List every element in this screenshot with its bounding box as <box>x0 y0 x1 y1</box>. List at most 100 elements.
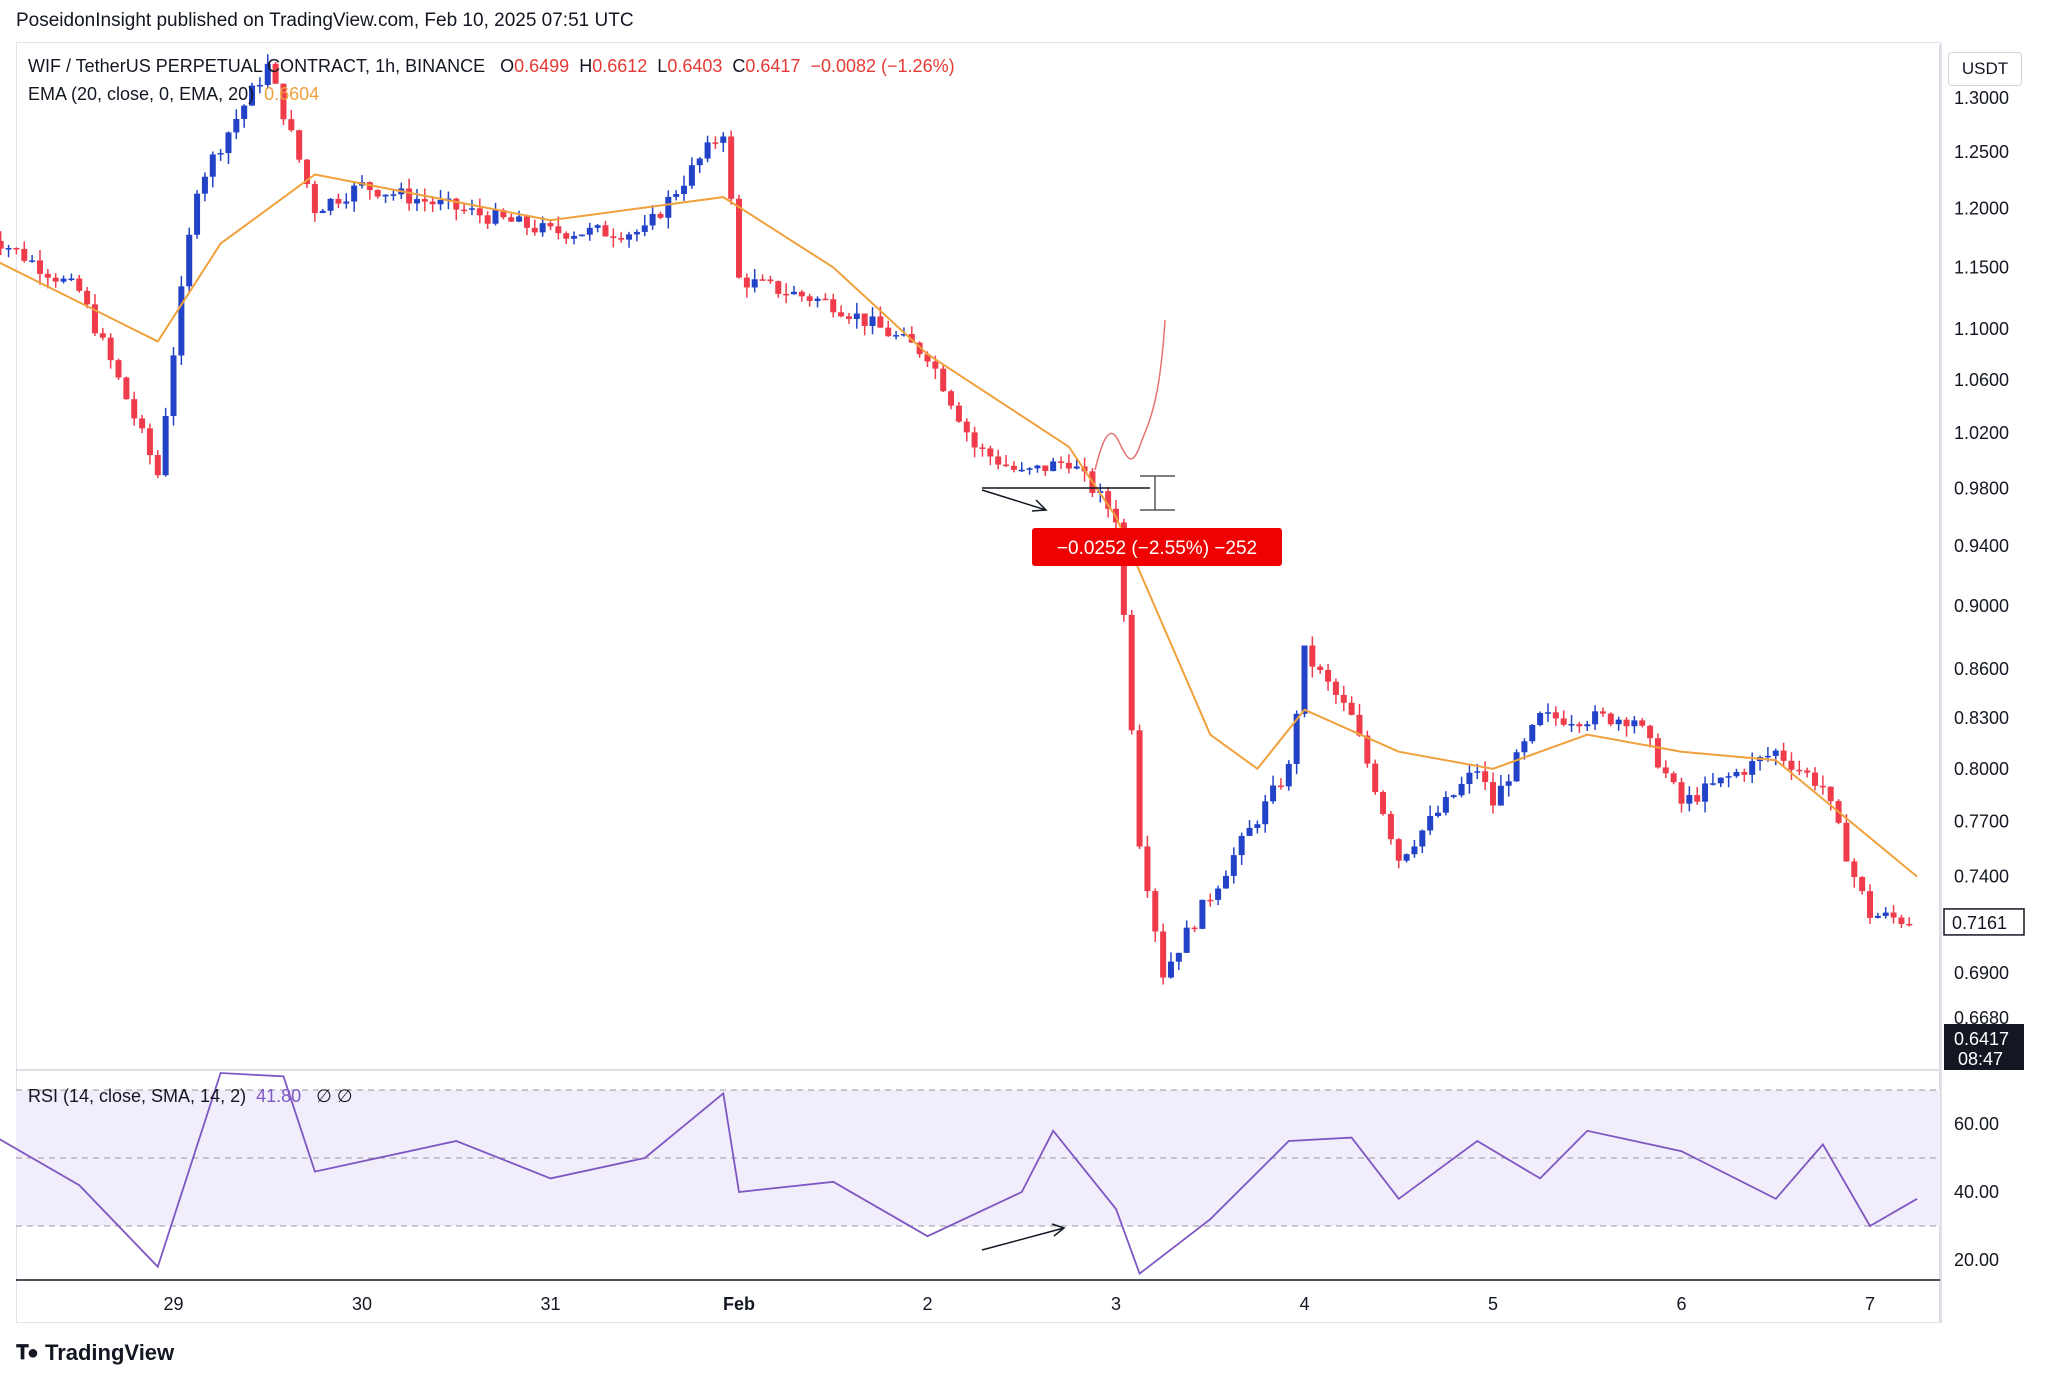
ema-legend[interactable]: EMA (20, close, 0, EMA, 20) 0.6604 <box>28 84 319 105</box>
candle <box>5 244 12 258</box>
ema-value: 0.6604 <box>264 84 320 104</box>
time-axis-label: 31 <box>540 1294 560 1314</box>
price-divergence-arrow[interactable] <box>981 489 1048 512</box>
candle <box>987 445 994 466</box>
rsi-axis-label: 40.00 <box>1954 1182 1999 1202</box>
candle <box>728 130 735 205</box>
candle <box>429 196 436 213</box>
candle <box>296 129 303 163</box>
price-axis-label: 1.0200 <box>1954 423 2009 443</box>
candle <box>1309 636 1316 678</box>
candle <box>272 61 279 85</box>
candle <box>963 418 970 442</box>
candle <box>249 82 256 106</box>
candle <box>948 389 955 410</box>
candle <box>861 313 868 336</box>
candle <box>217 149 224 161</box>
candle <box>555 216 562 240</box>
symbol-name[interactable]: WIF / TetherUS PERPETUAL CONTRACT, 1h, B… <box>28 56 486 76</box>
price-axis-label: 0.6900 <box>1954 963 2009 983</box>
candle <box>241 104 248 128</box>
candle <box>1733 768 1740 778</box>
candle <box>1026 467 1033 475</box>
candle <box>1725 772 1732 788</box>
candle <box>523 214 530 236</box>
candle <box>1105 486 1112 518</box>
candle <box>1003 455 1010 467</box>
candle <box>1262 794 1269 833</box>
candle <box>1246 820 1253 837</box>
rsi-divergence-arrow[interactable] <box>981 1223 1066 1251</box>
candle <box>1442 791 1449 816</box>
candle <box>673 190 680 201</box>
time-axis-label: 4 <box>1299 1294 1309 1314</box>
rsi-line <box>0 1072 1918 1276</box>
candle <box>736 194 742 279</box>
rsi-legend[interactable]: RSI (14, close, SMA, 14, 2) 41.80 ∅ ∅ <box>28 1086 353 1107</box>
candle <box>1599 707 1606 717</box>
candle <box>610 228 617 248</box>
chart-frame <box>16 42 1942 1323</box>
candle <box>225 131 232 165</box>
candle <box>916 341 923 358</box>
candle <box>547 221 554 231</box>
candle <box>783 283 790 304</box>
candle <box>319 208 326 214</box>
candle <box>413 189 420 211</box>
candle <box>264 54 271 88</box>
candle <box>1010 461 1017 473</box>
candle <box>1285 760 1292 791</box>
currency-button[interactable]: USDT <box>1948 52 2022 86</box>
publish-info: PoseidonInsight published on TradingView… <box>16 10 634 31</box>
close-label: C <box>732 56 746 76</box>
projection-path[interactable] <box>1094 319 1166 471</box>
candle <box>1183 920 1190 953</box>
candle <box>1717 777 1724 788</box>
candle <box>626 231 633 248</box>
candle <box>1372 759 1379 795</box>
footer-brand[interactable]: 𝐓● TradingView <box>16 1340 174 1366</box>
price-axis-label: 0.9800 <box>1954 478 2009 498</box>
time-axis-label: 3 <box>1111 1294 1121 1314</box>
candle <box>13 247 20 255</box>
candle <box>44 268 51 289</box>
close-value: 0.6417 <box>745 56 801 76</box>
candle <box>1301 645 1308 718</box>
candle <box>1812 767 1819 791</box>
candle <box>492 202 499 226</box>
price-axis-label: 1.0600 <box>1954 370 2009 390</box>
candle <box>1874 912 1881 919</box>
measure-tool[interactable]: −0.0252 (−2.55%) −252 <box>982 475 1282 566</box>
candle <box>1592 705 1599 731</box>
candle <box>1647 724 1654 748</box>
candle <box>1867 884 1873 924</box>
candle <box>539 216 546 237</box>
candle <box>146 423 153 465</box>
candle <box>869 307 876 335</box>
candle <box>1772 748 1779 766</box>
candle <box>1332 678 1339 704</box>
price-axis-label: 0.8000 <box>1954 759 2009 779</box>
candle <box>29 255 36 263</box>
candle <box>1804 767 1811 778</box>
candle <box>1780 742 1787 767</box>
candle <box>1356 703 1363 737</box>
candle <box>421 188 428 212</box>
rsi-axis-label: 60.00 <box>1954 1114 1999 1134</box>
time-axis-label: Feb <box>723 1294 755 1314</box>
candle <box>99 328 106 341</box>
candle <box>720 132 727 152</box>
candle <box>586 222 593 241</box>
candle <box>1450 794 1457 799</box>
high-value: 0.6612 <box>592 56 648 76</box>
candle <box>335 193 342 209</box>
candle <box>618 232 625 243</box>
candle <box>1136 724 1143 850</box>
price-axis-label: 1.2500 <box>1954 142 2009 162</box>
candle <box>1631 715 1638 734</box>
candle <box>186 227 193 293</box>
time-axis-label: 2 <box>922 1294 932 1314</box>
candle <box>594 224 601 233</box>
